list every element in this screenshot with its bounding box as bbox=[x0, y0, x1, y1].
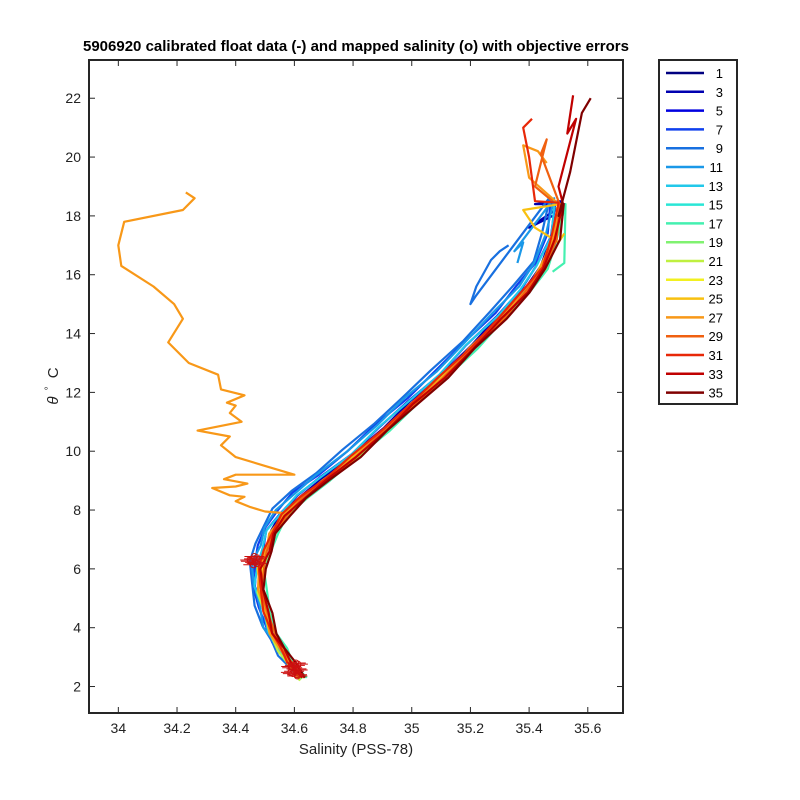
y-tick-label: 8 bbox=[73, 502, 81, 518]
mapped-salinity-markers bbox=[240, 553, 308, 680]
legend-label-27: 27 bbox=[709, 310, 723, 325]
y-tick-label: 14 bbox=[65, 326, 81, 342]
y-tick-label: 10 bbox=[65, 443, 81, 459]
series-line-35 bbox=[262, 97, 592, 679]
series-line-31 bbox=[257, 118, 560, 677]
series-line-9 bbox=[248, 195, 552, 672]
legend-label-25: 25 bbox=[709, 292, 723, 307]
y-axis-ticks: 2 4 6 8 10 12 14 16 18 20 22 bbox=[65, 90, 623, 695]
legend-label-33: 33 bbox=[709, 367, 723, 382]
legend-label-35: 35 bbox=[709, 386, 723, 401]
y-tick-label: 6 bbox=[73, 561, 81, 577]
y-tick-label: 22 bbox=[65, 90, 81, 106]
x-tick-label: 35.6 bbox=[574, 720, 601, 736]
x-tick-label: 34.4 bbox=[222, 720, 249, 736]
legend-label-13: 13 bbox=[709, 179, 723, 194]
x-axis-ticks: 34 34.2 34.4 34.6 34.8 35 35.2 35.4 35.6 bbox=[111, 60, 602, 736]
legend-label-7: 7 bbox=[716, 122, 723, 137]
x-tick-label: 34.6 bbox=[281, 720, 308, 736]
x-tick-label: 35.4 bbox=[515, 720, 542, 736]
legend-label-19: 19 bbox=[709, 235, 723, 250]
legend-box bbox=[658, 59, 738, 405]
legend-label-1: 1 bbox=[716, 66, 723, 81]
plot-area bbox=[89, 60, 623, 713]
legend-label-5: 5 bbox=[716, 104, 723, 119]
x-tick-label: 34.2 bbox=[163, 720, 190, 736]
legend-label-15: 15 bbox=[709, 198, 723, 213]
y-axis-label-unit: C bbox=[45, 367, 62, 378]
legend-label-17: 17 bbox=[709, 216, 723, 231]
legend-label-31: 31 bbox=[709, 348, 723, 363]
x-axis-label: Salinity (PSS-78) bbox=[299, 741, 413, 758]
axes-box bbox=[88, 59, 624, 714]
y-axis-label: θ ° C bbox=[39, 367, 62, 404]
x-tick-label: 34 bbox=[111, 720, 127, 736]
y-tick-label: 20 bbox=[65, 149, 81, 165]
y-tick-label: 2 bbox=[73, 679, 81, 695]
mapped-salinity-marker bbox=[250, 553, 258, 561]
y-tick-label: 18 bbox=[65, 208, 81, 224]
legend-label-3: 3 bbox=[716, 85, 723, 100]
y-tick-label: 12 bbox=[65, 384, 81, 400]
x-tick-label: 34.8 bbox=[339, 720, 366, 736]
y-axis-label-symbol: θ bbox=[45, 397, 62, 405]
legend-label-9: 9 bbox=[716, 141, 723, 156]
x-tick-label: 35.2 bbox=[457, 720, 484, 736]
mapped-salinity-marker bbox=[246, 556, 254, 564]
legend-label-11: 11 bbox=[710, 160, 724, 175]
svg-text:θ ° C: θ ° C bbox=[39, 367, 62, 404]
mapped-salinity-marker bbox=[287, 663, 295, 671]
legend-label-29: 29 bbox=[709, 329, 723, 344]
y-tick-label: 16 bbox=[65, 267, 81, 283]
chart-title: 5906920 calibrated float data (-) and ma… bbox=[83, 38, 629, 55]
series-line-27-surface-profile bbox=[117, 191, 296, 515]
y-tick-label: 4 bbox=[73, 620, 81, 636]
mapped-salinity-marker bbox=[292, 659, 300, 667]
legend-label-21: 21 bbox=[709, 254, 723, 269]
legend-label-23: 23 bbox=[709, 273, 723, 288]
x-tick-label: 35 bbox=[404, 720, 420, 736]
series-layer bbox=[117, 95, 592, 682]
